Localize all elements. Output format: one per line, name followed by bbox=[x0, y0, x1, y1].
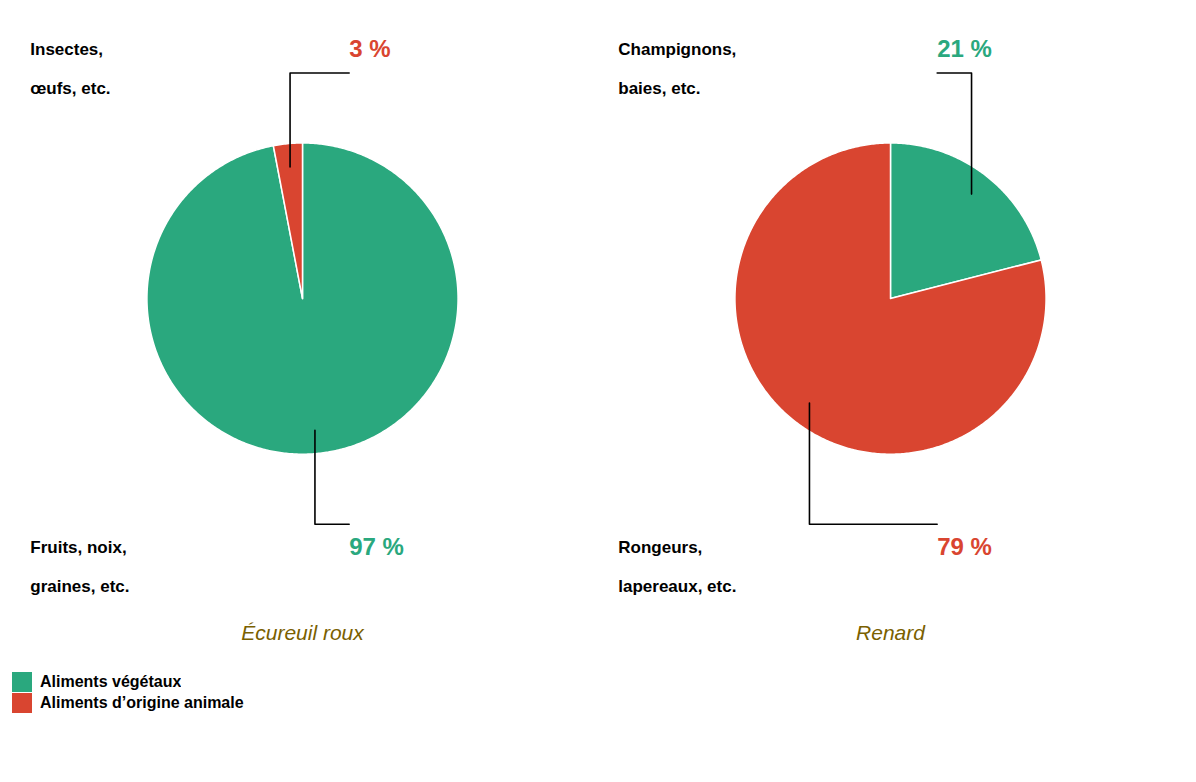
svg-text:baies, etc.: baies, etc. bbox=[618, 79, 700, 98]
svg-text:97 %: 97 % bbox=[349, 533, 404, 560]
svg-text:Écureuil roux: Écureuil roux bbox=[241, 621, 365, 644]
html-text:Aliments d’origine animale: Aliments d’origine animale bbox=[40, 694, 244, 711]
svg-text:lapereaux, etc.: lapereaux, etc. bbox=[618, 577, 736, 596]
svg-text:graines, etc.: graines, etc. bbox=[30, 577, 129, 596]
html-text:Aliments végétaux: Aliments végétaux bbox=[40, 673, 182, 690]
svg-text:Insectes,: Insectes, bbox=[30, 40, 103, 59]
svg-text:Fruits, noix,: Fruits, noix, bbox=[30, 538, 126, 557]
svg-text:3 %: 3 % bbox=[349, 35, 390, 62]
svg-text:œufs, etc.: œufs, etc. bbox=[30, 79, 110, 98]
svg-text:79 %: 79 % bbox=[937, 533, 992, 560]
svg-text:Champignons,: Champignons, bbox=[618, 40, 736, 59]
svg-text:Renard: Renard bbox=[856, 621, 926, 644]
svg-text:21 %: 21 % bbox=[937, 35, 992, 62]
svg-text:Rongeurs,: Rongeurs, bbox=[618, 538, 702, 557]
